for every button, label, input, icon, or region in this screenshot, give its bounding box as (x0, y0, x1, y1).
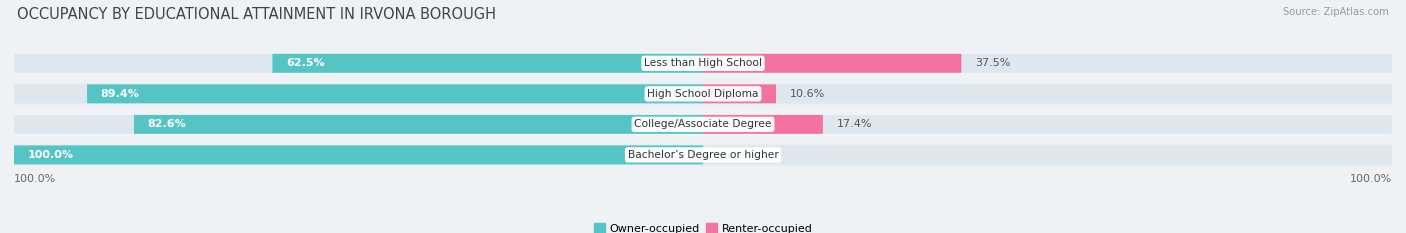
FancyBboxPatch shape (14, 145, 703, 164)
FancyBboxPatch shape (703, 115, 1392, 134)
FancyBboxPatch shape (703, 115, 823, 134)
Text: Bachelor’s Degree or higher: Bachelor’s Degree or higher (627, 150, 779, 160)
Text: 10.6%: 10.6% (790, 89, 825, 99)
FancyBboxPatch shape (14, 54, 703, 73)
Text: Less than High School: Less than High School (644, 58, 762, 68)
FancyBboxPatch shape (703, 84, 776, 103)
FancyBboxPatch shape (14, 144, 1392, 166)
Text: 62.5%: 62.5% (287, 58, 325, 68)
FancyBboxPatch shape (703, 145, 1392, 164)
FancyBboxPatch shape (14, 115, 703, 134)
Text: 100.0%: 100.0% (14, 174, 56, 184)
Text: 37.5%: 37.5% (976, 58, 1011, 68)
Text: 100.0%: 100.0% (28, 150, 75, 160)
FancyBboxPatch shape (14, 113, 1392, 136)
Text: OCCUPANCY BY EDUCATIONAL ATTAINMENT IN IRVONA BOROUGH: OCCUPANCY BY EDUCATIONAL ATTAINMENT IN I… (17, 7, 496, 22)
Text: High School Diploma: High School Diploma (647, 89, 759, 99)
FancyBboxPatch shape (703, 54, 962, 73)
FancyBboxPatch shape (14, 82, 1392, 105)
FancyBboxPatch shape (14, 84, 703, 103)
FancyBboxPatch shape (273, 54, 703, 73)
FancyBboxPatch shape (87, 84, 703, 103)
Text: 82.6%: 82.6% (148, 119, 187, 129)
Legend: Owner-occupied, Renter-occupied: Owner-occupied, Renter-occupied (589, 219, 817, 233)
Text: Source: ZipAtlas.com: Source: ZipAtlas.com (1284, 7, 1389, 17)
Text: 100.0%: 100.0% (1350, 174, 1392, 184)
Text: 89.4%: 89.4% (101, 89, 139, 99)
FancyBboxPatch shape (14, 145, 703, 164)
FancyBboxPatch shape (14, 52, 1392, 75)
FancyBboxPatch shape (134, 115, 703, 134)
Text: 0.0%: 0.0% (717, 150, 745, 160)
FancyBboxPatch shape (703, 54, 1392, 73)
Text: College/Associate Degree: College/Associate Degree (634, 119, 772, 129)
FancyBboxPatch shape (703, 84, 1392, 103)
Text: 17.4%: 17.4% (837, 119, 872, 129)
